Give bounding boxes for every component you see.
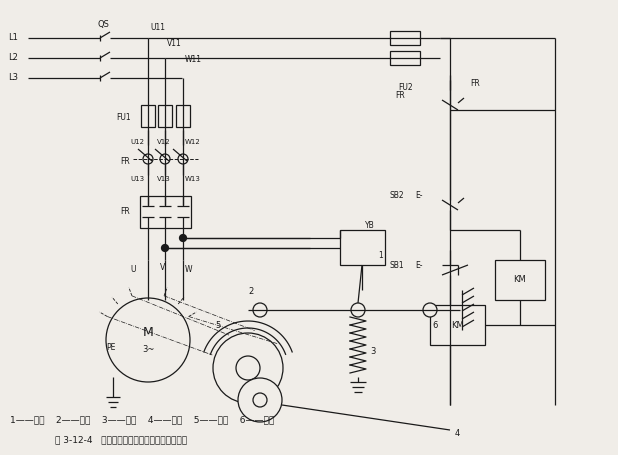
Bar [390,51,420,65]
Text: FR: FR [470,79,480,87]
Text: 1: 1 [378,251,383,259]
Text: 1——线圈    2——袆铁    3——弹簧    4——闸轮    5——闸瓦    6——杠杆: 1——线圈 2——袆铁 3——弹簧 4——闸轮 5——闸瓦 6——杠杆 [10,415,274,425]
Circle shape [423,303,437,317]
Text: E-: E- [415,191,423,199]
Bar [390,31,420,45]
Circle shape [238,378,282,422]
Text: V12: V12 [157,139,171,145]
Text: QS: QS [98,20,110,30]
Text: U: U [130,266,135,274]
Circle shape [213,333,283,403]
Text: 6: 6 [432,320,438,329]
Text: SB2: SB2 [390,191,405,199]
Text: 3: 3 [370,348,375,357]
Bar [340,230,385,265]
Text: V13: V13 [157,176,171,182]
Text: L1: L1 [8,34,18,42]
Text: KM: KM [452,320,464,329]
Text: FU1: FU1 [116,112,130,121]
Text: FU2: FU2 [398,84,413,92]
Text: FR: FR [120,157,130,167]
Bar [430,305,485,345]
Text: U13: U13 [130,176,144,182]
Text: 3~: 3~ [142,345,154,354]
Text: W11: W11 [185,56,202,65]
Circle shape [351,303,365,317]
Text: M: M [143,325,153,339]
Text: KM: KM [514,275,527,284]
Text: W13: W13 [185,176,201,182]
Circle shape [160,154,170,164]
Text: 2: 2 [248,288,253,297]
Circle shape [236,356,260,380]
Circle shape [179,234,187,242]
Bar [495,260,545,300]
Text: YB: YB [365,221,375,229]
Bar [140,196,191,228]
Bar [176,105,190,127]
Text: L3: L3 [8,74,18,82]
Text: 5: 5 [215,320,220,329]
Text: E-: E- [415,261,423,269]
Circle shape [253,393,267,407]
Text: 图 3-12-4   电磁抱闸制动器断电制动控制电路图: 图 3-12-4 电磁抱闸制动器断电制动控制电路图 [55,435,187,445]
Text: FR: FR [395,91,405,100]
Text: SB1: SB1 [390,261,405,269]
Text: W: W [185,266,192,274]
Text: W12: W12 [185,139,201,145]
Bar [158,105,172,127]
Bar [141,105,155,127]
Text: 4: 4 [455,429,460,438]
Circle shape [178,154,188,164]
Circle shape [161,244,169,252]
Text: V11: V11 [167,40,182,49]
Circle shape [253,303,267,317]
Text: FR: FR [120,207,130,217]
Text: U11: U11 [150,24,165,32]
Circle shape [106,298,190,382]
Text: L2: L2 [8,54,18,62]
Circle shape [143,154,153,164]
Text: V: V [160,263,165,273]
Text: U12: U12 [130,139,144,145]
Text: PE: PE [106,344,116,353]
